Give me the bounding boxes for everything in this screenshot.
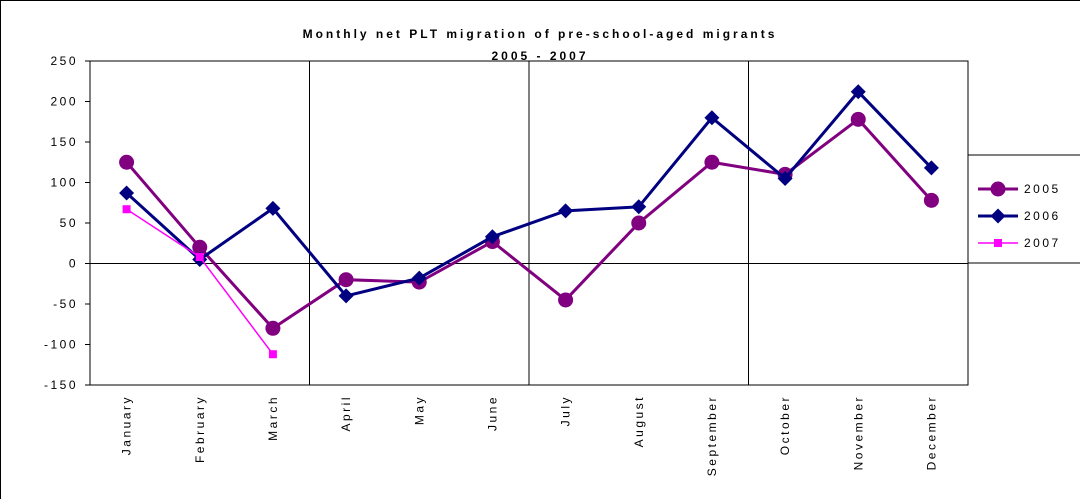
x-tick-label: December bbox=[924, 395, 938, 470]
y-tick-label: -50 bbox=[53, 297, 78, 311]
series-line bbox=[125, 89, 933, 298]
x-tick-label: February bbox=[193, 395, 207, 463]
x-tick-label: January bbox=[120, 395, 134, 455]
x-tick-label: November bbox=[851, 395, 865, 470]
legend-item: 2006 bbox=[978, 208, 1061, 224]
point bbox=[850, 111, 866, 127]
legend-item: 2007 bbox=[978, 236, 1061, 250]
legend-label: 2006 bbox=[1024, 209, 1061, 223]
x-tick-label: July bbox=[559, 395, 573, 426]
legend-marker bbox=[994, 239, 1002, 247]
y-tick-label: 200 bbox=[50, 95, 78, 109]
y-tick-label: 0 bbox=[69, 257, 78, 271]
point bbox=[704, 110, 720, 126]
point bbox=[411, 270, 427, 286]
x-tick-label: May bbox=[412, 395, 426, 425]
point bbox=[631, 199, 647, 215]
legend-item: 2005 bbox=[978, 181, 1061, 197]
y-tick-label: 50 bbox=[60, 216, 78, 230]
y-tick-label: 150 bbox=[50, 135, 78, 149]
point bbox=[777, 170, 793, 186]
point bbox=[923, 192, 939, 208]
point bbox=[122, 205, 131, 214]
point bbox=[484, 229, 500, 245]
point bbox=[338, 272, 354, 288]
point bbox=[192, 239, 208, 255]
point bbox=[265, 200, 281, 216]
legend-box bbox=[967, 154, 1080, 264]
point bbox=[631, 215, 647, 231]
x-tick-label: March bbox=[266, 395, 280, 441]
point bbox=[119, 185, 135, 201]
legend-marker bbox=[990, 208, 1006, 224]
point bbox=[923, 160, 939, 176]
x-tick-label: October bbox=[778, 395, 792, 455]
x-tick-label: April bbox=[339, 395, 353, 432]
legend-marker bbox=[990, 181, 1006, 197]
chart-subtitle: 2005 - 2007 bbox=[491, 49, 588, 63]
x-tick-label: September bbox=[705, 395, 719, 476]
chart-title: Monthly net PLT migration of pre-school-… bbox=[303, 27, 778, 41]
point bbox=[338, 288, 354, 304]
point bbox=[119, 154, 135, 170]
y-tick-label: 250 bbox=[50, 54, 78, 68]
y-tick-label: 100 bbox=[50, 176, 78, 190]
x-tick-label: June bbox=[485, 395, 499, 431]
point bbox=[265, 320, 281, 336]
y-tick-label: -100 bbox=[44, 338, 78, 352]
point bbox=[268, 350, 277, 359]
point bbox=[704, 154, 720, 170]
point bbox=[850, 84, 866, 100]
point bbox=[558, 203, 574, 219]
legend-label: 2007 bbox=[1024, 236, 1061, 250]
point bbox=[195, 253, 204, 262]
y-tick-label: -150 bbox=[44, 378, 78, 392]
x-tick-label: August bbox=[632, 395, 646, 447]
legend-label: 2005 bbox=[1024, 182, 1061, 196]
point bbox=[558, 292, 574, 308]
